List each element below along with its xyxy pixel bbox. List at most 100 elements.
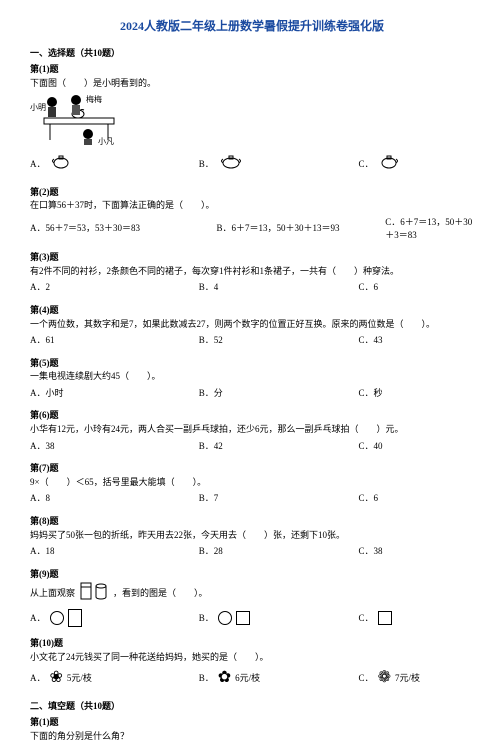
page-title: 2024人教版二年级上册数学暑假提升训练卷强化版 bbox=[30, 18, 474, 35]
q8-text: 妈妈买了50张一包的折纸，昨天用去22张，今天用去（ ）张，还剩下10张。 bbox=[30, 529, 474, 542]
q3-opt-a: A．2 bbox=[30, 281, 199, 294]
q3-opt-c: C．6 bbox=[359, 281, 474, 294]
q10-num: 第(10)题 bbox=[30, 637, 474, 650]
q1-b-label: B． bbox=[199, 158, 214, 171]
q10-b-label: B． bbox=[199, 672, 214, 685]
q10-c-price: 7元/枝 bbox=[395, 672, 420, 685]
q9-opt-b: B． bbox=[199, 609, 359, 627]
q9-num: 第(9)题 bbox=[30, 568, 474, 581]
q8-num: 第(8)题 bbox=[30, 515, 474, 528]
q2-text: 在口算56＋37时，下面算法正确的是（ ）。 bbox=[30, 199, 474, 212]
q6-opt-c: C．40 bbox=[359, 440, 474, 453]
q9-b-label: B． bbox=[199, 612, 214, 625]
q5-options: A．小时 B．分 C．秒 bbox=[30, 387, 474, 400]
question-2: 第(2)题 在口算56＋37时，下面算法正确的是（ ）。 A．56＋7＝53，5… bbox=[30, 186, 474, 241]
q7-opt-c: C．6 bbox=[359, 492, 474, 505]
question-4: 第(4)题 一个两位数，其数字和是7，如果此数减去27，则两个数字的位置正好互换… bbox=[30, 304, 474, 347]
q10-opt-a: A． ❀ 5元/枝 bbox=[30, 667, 199, 689]
q5-opt-b: B．分 bbox=[199, 387, 359, 400]
q3-num: 第(3)题 bbox=[30, 251, 474, 264]
q10-opt-b: B． ✿ 6元/枝 bbox=[199, 667, 359, 689]
circle-icon bbox=[218, 611, 232, 625]
q7-opt-a: A．8 bbox=[30, 492, 199, 505]
q10-a-price: 5元/枝 bbox=[67, 672, 92, 685]
q1-opt-a: A． bbox=[30, 153, 199, 176]
q6-options: A．38 B．42 C．40 bbox=[30, 440, 474, 453]
q1-text: 下面图（ ）是小明看到的。 bbox=[30, 77, 474, 90]
q6-opt-b: B．42 bbox=[199, 440, 359, 453]
q3-text: 有2件不同的衬衫，2条颜色不同的裙子，每次穿1件衬衫和1条裙子，一共有（ ）种穿… bbox=[30, 265, 474, 278]
q6-opt-a: A．38 bbox=[30, 440, 199, 453]
q1-opt-c: C． bbox=[359, 153, 474, 176]
q4-num: 第(4)题 bbox=[30, 304, 474, 317]
q10-options: A． ❀ 5元/枝 B． ✿ 6元/枝 C． ❁ 7元/枝 bbox=[30, 667, 474, 689]
q4-opt-b: B．52 bbox=[199, 334, 359, 347]
svg-text:梅梅: 梅梅 bbox=[86, 94, 102, 104]
section-1-header: 一、选择题（共10题） bbox=[30, 47, 474, 60]
q7-num: 第(7)题 bbox=[30, 462, 474, 475]
square-icon bbox=[236, 611, 250, 625]
q10-text: 小文花了24元钱买了同一种花送给妈妈，她买的是（ ）。 bbox=[30, 651, 474, 664]
q1-a-label: A． bbox=[30, 158, 46, 171]
svg-text:小凡: 小凡 bbox=[98, 137, 114, 146]
q1-scene: 小明 梅梅 小凡 bbox=[30, 92, 474, 150]
q1-opt-b: B． bbox=[199, 153, 359, 176]
q8-opt-b: B．28 bbox=[199, 545, 359, 558]
q5-num: 第(5)题 bbox=[30, 357, 474, 370]
q3-opt-b: B．4 bbox=[199, 281, 359, 294]
q6-num: 第(6)题 bbox=[30, 409, 474, 422]
teapot-icon bbox=[218, 153, 244, 176]
q2-num: 第(2)题 bbox=[30, 186, 474, 199]
q10-a-label: A． bbox=[30, 672, 46, 685]
flower-icon: ❀ bbox=[50, 667, 63, 689]
q9-opt-c: C． bbox=[359, 609, 474, 627]
rect-icon bbox=[68, 609, 82, 627]
q8-opt-a: A．18 bbox=[30, 545, 199, 558]
q9-options: A． B． C． bbox=[30, 609, 474, 627]
question-6: 第(6)题 小华有12元，小玲有24元，两人合买一副乒乓球拍，还少6元，那么一副… bbox=[30, 409, 474, 452]
question-1: 第(1)题 下面图（ ）是小明看到的。 小明 梅梅 小凡 A． B bbox=[30, 63, 474, 175]
q7-options: A．8 B．7 C．6 bbox=[30, 492, 474, 505]
q4-opt-a: A．61 bbox=[30, 334, 199, 347]
q4-opt-c: C．43 bbox=[359, 334, 474, 347]
q10-c-label: C． bbox=[359, 672, 374, 685]
square-icon bbox=[378, 611, 392, 625]
q1-num: 第(1)题 bbox=[30, 63, 474, 76]
q5-opt-c: C．秒 bbox=[359, 387, 474, 400]
question-3: 第(3)题 有2件不同的衬衫，2条颜色不同的裙子，每次穿1件衬衫和1条裙子，一共… bbox=[30, 251, 474, 294]
section-2-header: 二、填空题（共10题） bbox=[30, 700, 474, 713]
q2-opt-a: A．56＋7＝53，53＋30＝83 bbox=[30, 216, 216, 241]
question-10: 第(10)题 小文花了24元钱买了同一种花送给妈妈，她买的是（ ）。 A． ❀ … bbox=[30, 637, 474, 690]
q2-opt-b: B．6＋7＝13，50＋30＋13＝93 bbox=[216, 216, 385, 241]
q9-text-b: ，看到的图是（ ）。 bbox=[113, 587, 208, 600]
fq1-num: 第(1)题 bbox=[30, 716, 474, 729]
q9-opt-a: A． bbox=[30, 609, 199, 627]
q4-text: 一个两位数，其数字和是7，如果此数减去27，则两个数字的位置正好互换。原来的两位… bbox=[30, 318, 474, 331]
q9-a-label: A． bbox=[30, 612, 46, 625]
q1-options: A． B． C． bbox=[30, 153, 474, 176]
q4-options: A．61 B．52 C．43 bbox=[30, 334, 474, 347]
q5-opt-a: A．小时 bbox=[30, 387, 199, 400]
q7-text: 9×（ ）＜65，括号里最大能填（ ）。 bbox=[30, 476, 474, 489]
teapot-icon bbox=[50, 153, 72, 176]
question-9: 第(9)题 从上面观察 ，看到的图是（ ）。 A． B． C． bbox=[30, 568, 474, 627]
question-8: 第(8)题 妈妈买了50张一包的折纸，昨天用去22张，今天用去（ ）张，还剩下1… bbox=[30, 515, 474, 558]
q2-options: A．56＋7＝53，53＋30＝83 B．6＋7＝13，50＋30＋13＝93 … bbox=[30, 216, 474, 241]
flower-icon: ✿ bbox=[218, 667, 231, 689]
q7-opt-b: B．7 bbox=[199, 492, 359, 505]
question-5: 第(5)题 一集电视连续剧大约45（ ）。 A．小时 B．分 C．秒 bbox=[30, 357, 474, 400]
q8-opt-c: C．38 bbox=[359, 545, 474, 558]
q2-opt-c: C．6＋7＝13，50＋30＋3＝83 bbox=[385, 216, 474, 241]
q6-text: 小华有12元，小玲有24元，两人合买一副乒乓球拍，还少6元，那么一副乒乓球拍（ … bbox=[30, 423, 474, 436]
question-7: 第(7)题 9×（ ）＜65，括号里最大能填（ ）。 A．8 B．7 C．6 bbox=[30, 462, 474, 505]
q10-opt-c: C． ❁ 7元/枝 bbox=[359, 667, 474, 689]
fill-question-1: 第(1)题 下面的角分别是什么角？ bbox=[30, 716, 474, 742]
q5-text: 一集电视连续剧大约45（ ）。 bbox=[30, 370, 474, 383]
fq1-text: 下面的角分别是什么角？ bbox=[30, 730, 474, 742]
q9-text-a: 从上面观察 bbox=[30, 587, 75, 600]
q9-text: 从上面观察 ，看到的图是（ ）。 bbox=[30, 581, 474, 605]
svg-text:小明: 小明 bbox=[30, 103, 46, 112]
q8-options: A．18 B．28 C．38 bbox=[30, 545, 474, 558]
q10-b-price: 6元/枝 bbox=[235, 672, 260, 685]
q9-c-label: C． bbox=[359, 612, 374, 625]
